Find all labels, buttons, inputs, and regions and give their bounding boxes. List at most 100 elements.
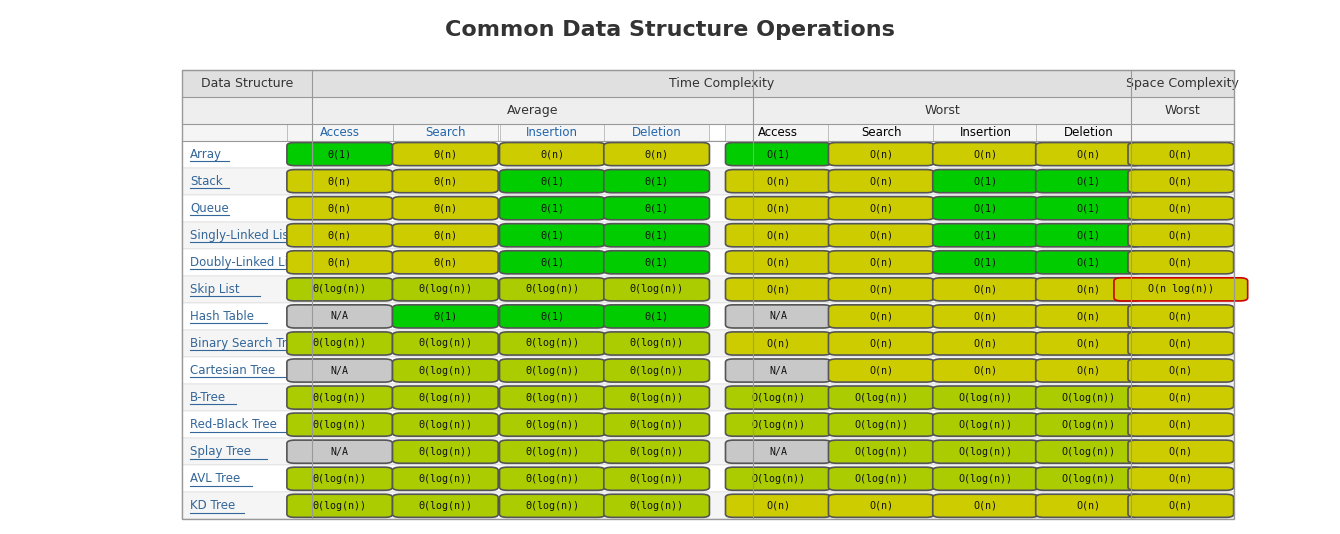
Text: O(log(n)): O(log(n)): [958, 447, 1013, 457]
FancyBboxPatch shape: [604, 224, 709, 247]
Text: Search: Search: [862, 125, 902, 138]
Text: O(n): O(n): [1168, 257, 1193, 268]
Text: O(1): O(1): [974, 176, 997, 186]
FancyBboxPatch shape: [500, 123, 606, 140]
Text: O(n): O(n): [766, 285, 791, 294]
Text: O(n): O(n): [870, 257, 894, 268]
FancyBboxPatch shape: [287, 440, 393, 464]
Text: O(n): O(n): [766, 257, 791, 268]
FancyBboxPatch shape: [828, 143, 934, 166]
FancyBboxPatch shape: [393, 413, 498, 436]
FancyBboxPatch shape: [828, 170, 934, 193]
Text: Θ(log(n)): Θ(log(n)): [418, 501, 472, 511]
FancyBboxPatch shape: [287, 197, 393, 220]
FancyBboxPatch shape: [753, 97, 1131, 123]
FancyBboxPatch shape: [604, 494, 709, 517]
FancyBboxPatch shape: [287, 278, 393, 301]
FancyBboxPatch shape: [933, 224, 1038, 247]
FancyBboxPatch shape: [604, 197, 709, 220]
FancyBboxPatch shape: [393, 123, 498, 140]
Text: O(n): O(n): [1076, 149, 1100, 159]
FancyBboxPatch shape: [182, 438, 1234, 465]
Text: O(log(n)): O(log(n)): [855, 474, 909, 484]
FancyBboxPatch shape: [933, 251, 1038, 274]
Text: Θ(log(n)): Θ(log(n)): [630, 392, 683, 403]
FancyBboxPatch shape: [312, 97, 753, 123]
Text: Access: Access: [320, 125, 359, 138]
Text: O(1): O(1): [766, 149, 791, 159]
Text: O(n): O(n): [1168, 501, 1193, 511]
Text: O(n): O(n): [1168, 149, 1193, 159]
FancyBboxPatch shape: [1036, 467, 1142, 490]
Text: O(log(n)): O(log(n)): [855, 420, 909, 430]
Text: Θ(log(n)): Θ(log(n)): [312, 392, 367, 403]
Text: Θ(log(n)): Θ(log(n)): [525, 366, 579, 375]
Text: Θ(log(n)): Θ(log(n)): [312, 474, 367, 484]
Text: Worst: Worst: [925, 104, 959, 117]
FancyBboxPatch shape: [287, 332, 393, 355]
FancyBboxPatch shape: [604, 143, 709, 166]
FancyBboxPatch shape: [828, 467, 934, 490]
FancyBboxPatch shape: [933, 197, 1038, 220]
FancyBboxPatch shape: [604, 440, 709, 464]
FancyBboxPatch shape: [287, 143, 393, 166]
Text: O(1): O(1): [1076, 230, 1100, 240]
Text: Array: Array: [190, 147, 222, 161]
Text: O(n): O(n): [766, 230, 791, 240]
FancyBboxPatch shape: [1036, 197, 1142, 220]
FancyBboxPatch shape: [933, 467, 1038, 490]
Text: O(n): O(n): [766, 501, 791, 511]
FancyBboxPatch shape: [1131, 123, 1234, 140]
FancyBboxPatch shape: [1128, 305, 1234, 328]
Text: Θ(log(n)): Θ(log(n)): [630, 339, 683, 349]
FancyBboxPatch shape: [500, 305, 606, 328]
FancyBboxPatch shape: [393, 494, 498, 517]
FancyBboxPatch shape: [933, 359, 1038, 382]
FancyBboxPatch shape: [828, 413, 934, 436]
Text: O(log(n)): O(log(n)): [752, 392, 805, 403]
FancyBboxPatch shape: [725, 278, 831, 301]
Text: Stack: Stack: [190, 175, 222, 187]
Text: O(n): O(n): [870, 230, 894, 240]
Text: Data Structure: Data Structure: [201, 77, 293, 90]
FancyBboxPatch shape: [1036, 386, 1142, 409]
FancyBboxPatch shape: [1128, 332, 1234, 355]
FancyBboxPatch shape: [1036, 224, 1142, 247]
FancyBboxPatch shape: [933, 494, 1038, 517]
FancyBboxPatch shape: [933, 278, 1038, 301]
Text: Θ(log(n)): Θ(log(n)): [525, 447, 579, 457]
FancyBboxPatch shape: [287, 359, 393, 382]
Text: Hash Table: Hash Table: [190, 310, 255, 323]
FancyBboxPatch shape: [933, 305, 1038, 328]
FancyBboxPatch shape: [604, 413, 709, 436]
FancyBboxPatch shape: [725, 305, 831, 328]
Text: O(n): O(n): [1168, 176, 1193, 186]
Text: O(1): O(1): [1076, 176, 1100, 186]
Text: Θ(log(n)): Θ(log(n)): [630, 474, 683, 484]
Text: Θ(log(n)): Θ(log(n)): [630, 285, 683, 294]
FancyBboxPatch shape: [1128, 386, 1234, 409]
Text: Θ(log(n)): Θ(log(n)): [525, 420, 579, 430]
FancyBboxPatch shape: [1128, 251, 1234, 274]
FancyBboxPatch shape: [182, 123, 312, 140]
Text: Skip List: Skip List: [190, 283, 240, 296]
Text: Θ(1): Θ(1): [645, 203, 669, 213]
Text: O(n): O(n): [870, 501, 894, 511]
FancyBboxPatch shape: [287, 386, 393, 409]
FancyBboxPatch shape: [725, 197, 831, 220]
FancyBboxPatch shape: [725, 440, 831, 464]
Text: Red-Black Tree: Red-Black Tree: [190, 418, 277, 431]
FancyBboxPatch shape: [725, 467, 831, 490]
FancyBboxPatch shape: [500, 440, 606, 464]
Text: Θ(n): Θ(n): [328, 257, 351, 268]
Text: O(log(n)): O(log(n)): [1061, 474, 1116, 484]
Text: Θ(n): Θ(n): [433, 149, 457, 159]
Text: Θ(n): Θ(n): [433, 176, 457, 186]
FancyBboxPatch shape: [182, 411, 1234, 438]
FancyBboxPatch shape: [500, 278, 606, 301]
FancyBboxPatch shape: [1036, 494, 1142, 517]
Text: Θ(log(n)): Θ(log(n)): [312, 285, 367, 294]
FancyBboxPatch shape: [1128, 224, 1234, 247]
FancyBboxPatch shape: [393, 467, 498, 490]
FancyBboxPatch shape: [312, 70, 1131, 97]
